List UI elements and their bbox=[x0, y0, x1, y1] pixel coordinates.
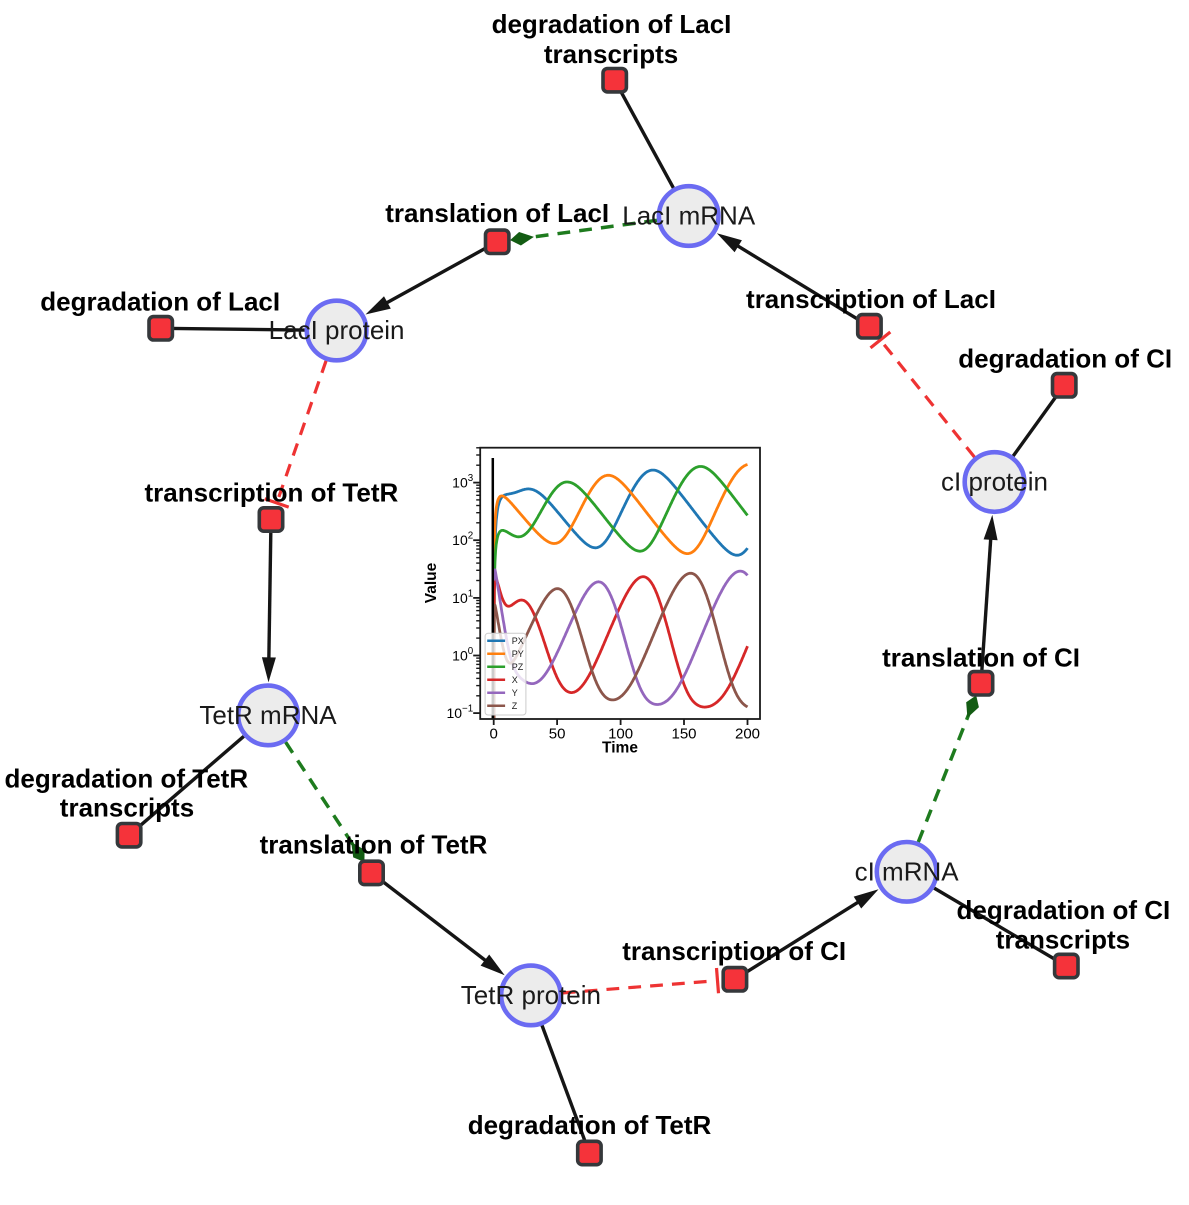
svg-text:200: 200 bbox=[735, 726, 760, 743]
svg-text:cI mRNA: cI mRNA bbox=[855, 857, 960, 887]
svg-text:PZ: PZ bbox=[512, 662, 524, 672]
svg-text:Value: Value bbox=[423, 562, 440, 603]
svg-text:degradation of TetR: degradation of TetR bbox=[4, 764, 248, 794]
svg-text:0: 0 bbox=[490, 726, 498, 743]
svg-text:X: X bbox=[512, 675, 518, 685]
svg-text:PX: PX bbox=[512, 636, 524, 646]
svg-text:degradation of LacI: degradation of LacI bbox=[492, 9, 732, 39]
svg-text:TetR protein: TetR protein bbox=[461, 980, 601, 1010]
svg-text:transcription of CI: transcription of CI bbox=[622, 936, 846, 966]
svg-text:Time: Time bbox=[602, 740, 638, 757]
svg-text:LacI protein: LacI protein bbox=[269, 315, 405, 345]
svg-text:degradation of CI: degradation of CI bbox=[957, 895, 1171, 925]
svg-text:cI protein: cI protein bbox=[941, 467, 1048, 497]
svg-text:degradation of CI: degradation of CI bbox=[958, 344, 1172, 374]
svg-text:PY: PY bbox=[512, 649, 524, 659]
svg-text:150: 150 bbox=[671, 726, 696, 743]
svg-text:transcripts: transcripts bbox=[60, 793, 194, 823]
svg-text:Z: Z bbox=[512, 701, 518, 711]
svg-text:transcription of LacI: transcription of LacI bbox=[746, 284, 996, 314]
svg-text:transcripts: transcripts bbox=[544, 39, 678, 69]
svg-text:translation of CI: translation of CI bbox=[882, 642, 1080, 672]
svg-text:transcripts: transcripts bbox=[996, 924, 1130, 954]
svg-text:translation of TetR: translation of TetR bbox=[260, 830, 488, 860]
svg-text:Y: Y bbox=[512, 688, 518, 698]
svg-text:50: 50 bbox=[549, 726, 566, 743]
svg-text:TetR mRNA: TetR mRNA bbox=[199, 700, 337, 730]
svg-text:LacI mRNA: LacI mRNA bbox=[622, 201, 756, 231]
svg-text:degradation of LacI: degradation of LacI bbox=[40, 287, 280, 317]
svg-text:degradation of TetR: degradation of TetR bbox=[468, 1110, 712, 1140]
svg-text:100: 100 bbox=[608, 726, 633, 743]
svg-text:translation of LacI: translation of LacI bbox=[385, 198, 609, 228]
svg-text:transcription of TetR: transcription of TetR bbox=[145, 478, 399, 508]
